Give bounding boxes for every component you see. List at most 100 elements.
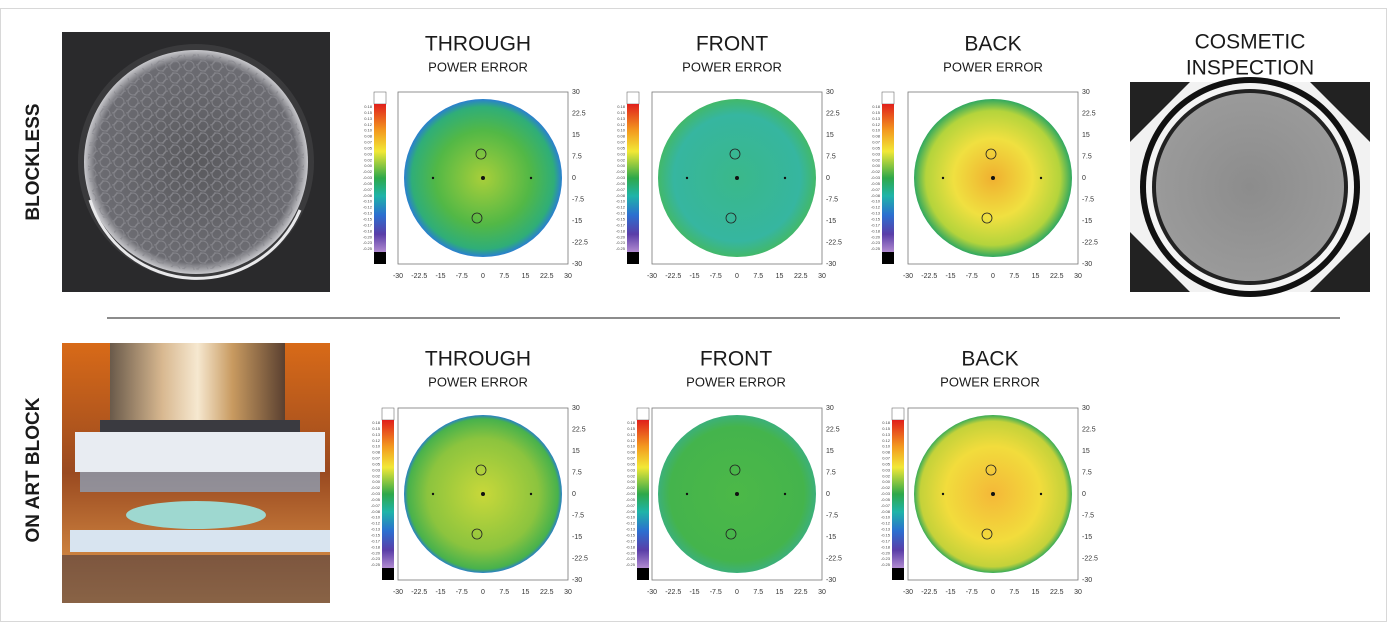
y-tick-label: -15 bbox=[826, 218, 836, 225]
colorbar-tick: -0.23 bbox=[626, 556, 636, 561]
marker-dot bbox=[1040, 493, 1042, 495]
colorbar-tick: 0.07 bbox=[627, 456, 636, 461]
colorbar: 0.180.150.130.120.100.080.070.050.030.02… bbox=[371, 408, 394, 580]
x-tick-label: 15 bbox=[776, 273, 784, 280]
row-label: BLOCKLESS bbox=[23, 103, 44, 220]
y-tick-label: -15 bbox=[572, 218, 582, 225]
panel-title: FRONT bbox=[700, 348, 772, 371]
colorbar-tick: 0.13 bbox=[627, 432, 636, 437]
colorbar-tick: -0.05 bbox=[616, 181, 626, 186]
colorbar-tick: 0.03 bbox=[872, 151, 881, 156]
colorbar-tick: -0.23 bbox=[871, 240, 881, 245]
y-tick-label: 30 bbox=[826, 405, 834, 412]
colorbar-tick: -0.05 bbox=[363, 181, 373, 186]
y-tick-label: 7.5 bbox=[572, 469, 582, 476]
colorbar-tick: -0.25 bbox=[871, 246, 881, 251]
colorbar-tick: -0.08 bbox=[363, 193, 373, 198]
colorbar-tick: -0.02 bbox=[871, 169, 881, 174]
colorbar-tick: 0.00 bbox=[627, 479, 636, 484]
colorbar: 0.180.150.130.120.100.080.070.050.030.02… bbox=[626, 408, 649, 580]
x-tick-label: 30 bbox=[564, 273, 572, 280]
y-tick-label: -30 bbox=[1082, 261, 1092, 268]
marker-dot bbox=[735, 492, 739, 496]
colorbar-tick: 0.13 bbox=[617, 116, 626, 121]
marker-dot bbox=[942, 493, 944, 495]
colorbar-tick: 0.12 bbox=[882, 438, 891, 443]
y-tick-label: -7.5 bbox=[1082, 196, 1094, 203]
y-tick-label: 30 bbox=[1082, 89, 1090, 96]
y-tick-label: 30 bbox=[826, 89, 834, 96]
x-tick-label: -15 bbox=[435, 273, 445, 280]
colorbar-bottom bbox=[382, 568, 394, 580]
y-tick-label: -22.5 bbox=[572, 555, 588, 562]
panel-subtitle: POWER ERROR bbox=[428, 374, 528, 389]
y-tick-label: -22.5 bbox=[1082, 555, 1098, 562]
colorbar-tick: -0.20 bbox=[871, 234, 881, 239]
colorbar-tick: -0.08 bbox=[616, 193, 626, 198]
colorbar-tick: -0.02 bbox=[363, 169, 373, 174]
colorbar-tick: 0.07 bbox=[617, 140, 626, 145]
colorbar-tick: 0.18 bbox=[872, 104, 881, 109]
x-tick-label: 7.5 bbox=[499, 589, 509, 596]
colorbar-tick: -0.07 bbox=[881, 503, 891, 508]
x-tick-label: -22.5 bbox=[411, 273, 427, 280]
x-tick-label: 30 bbox=[818, 273, 826, 280]
colorbar-tick: -0.12 bbox=[881, 521, 891, 526]
y-tick-label: -30 bbox=[572, 261, 582, 268]
colorbar-tick: -0.20 bbox=[363, 234, 373, 239]
colorbar-tick: -0.03 bbox=[363, 175, 373, 180]
colorbar-tick: 0.10 bbox=[364, 128, 373, 133]
colorbar-tick: 0.15 bbox=[882, 426, 891, 431]
colorbar-tick: -0.18 bbox=[616, 228, 626, 233]
colorbar-tick: -0.03 bbox=[371, 491, 381, 496]
colorbar-tick: -0.12 bbox=[616, 205, 626, 210]
colorbar-tick: 0.10 bbox=[372, 444, 381, 449]
colorbar-tick: -0.13 bbox=[626, 527, 636, 532]
colorbar-tick: 0.07 bbox=[882, 456, 891, 461]
x-tick-label: 22.5 bbox=[794, 273, 808, 280]
colorbar-scale bbox=[382, 420, 394, 568]
colorbar-tick: 0.02 bbox=[372, 473, 381, 478]
colorbar-bottom bbox=[882, 252, 894, 264]
y-tick-label: 22.5 bbox=[1082, 110, 1096, 117]
colorbar-tick: 0.10 bbox=[882, 444, 891, 449]
x-tick-label: -22.5 bbox=[665, 273, 681, 280]
y-tick-label: 30 bbox=[1082, 405, 1090, 412]
colorbar-tick: 0.08 bbox=[872, 134, 881, 139]
x-tick-label: 22.5 bbox=[540, 589, 554, 596]
colorbar-tick: -0.08 bbox=[371, 509, 381, 514]
colorbar-tick: -0.18 bbox=[881, 544, 891, 549]
colorbar-tick: -0.18 bbox=[363, 228, 373, 233]
y-tick-label: -30 bbox=[826, 577, 836, 584]
marker-dot bbox=[735, 176, 739, 180]
y-tick-label: 7.5 bbox=[1082, 153, 1092, 160]
colorbar-top bbox=[374, 92, 386, 104]
y-tick-label: 15 bbox=[572, 448, 580, 455]
colorbar-top bbox=[382, 408, 394, 420]
colorbar-top bbox=[627, 92, 639, 104]
colorbar-tick: -0.03 bbox=[881, 491, 891, 496]
panel-title: THROUGH bbox=[425, 33, 531, 56]
x-tick-label: -30 bbox=[647, 589, 657, 596]
colorbar-tick: -0.07 bbox=[871, 187, 881, 192]
colorbar-tick: -0.18 bbox=[371, 544, 381, 549]
colorbar-tick: 0.08 bbox=[882, 450, 891, 455]
colorbar-bottom bbox=[374, 252, 386, 264]
y-tick-label: 15 bbox=[826, 132, 834, 139]
y-tick-label: 15 bbox=[572, 132, 580, 139]
colorbar-tick: -0.05 bbox=[626, 497, 636, 502]
y-tick-label: 0 bbox=[1082, 175, 1086, 182]
y-tick-label: -30 bbox=[1082, 577, 1092, 584]
figure: BLOCKLESSTHROUGHPOWER ERROR0.180.150.130… bbox=[0, 0, 1387, 622]
colorbar-tick: -0.13 bbox=[371, 527, 381, 532]
y-tick-label: -22.5 bbox=[572, 239, 588, 246]
colorbar-tick: -0.08 bbox=[871, 193, 881, 198]
y-tick-label: 7.5 bbox=[1082, 469, 1092, 476]
y-tick-label: 0 bbox=[1082, 491, 1086, 498]
colorbar-tick: -0.03 bbox=[626, 491, 636, 496]
x-tick-label: 15 bbox=[522, 589, 530, 596]
y-tick-label: 15 bbox=[1082, 132, 1090, 139]
colorbar-tick: 0.03 bbox=[372, 467, 381, 472]
photo-blockless bbox=[62, 32, 330, 292]
colorbar-tick: -0.10 bbox=[616, 199, 626, 204]
